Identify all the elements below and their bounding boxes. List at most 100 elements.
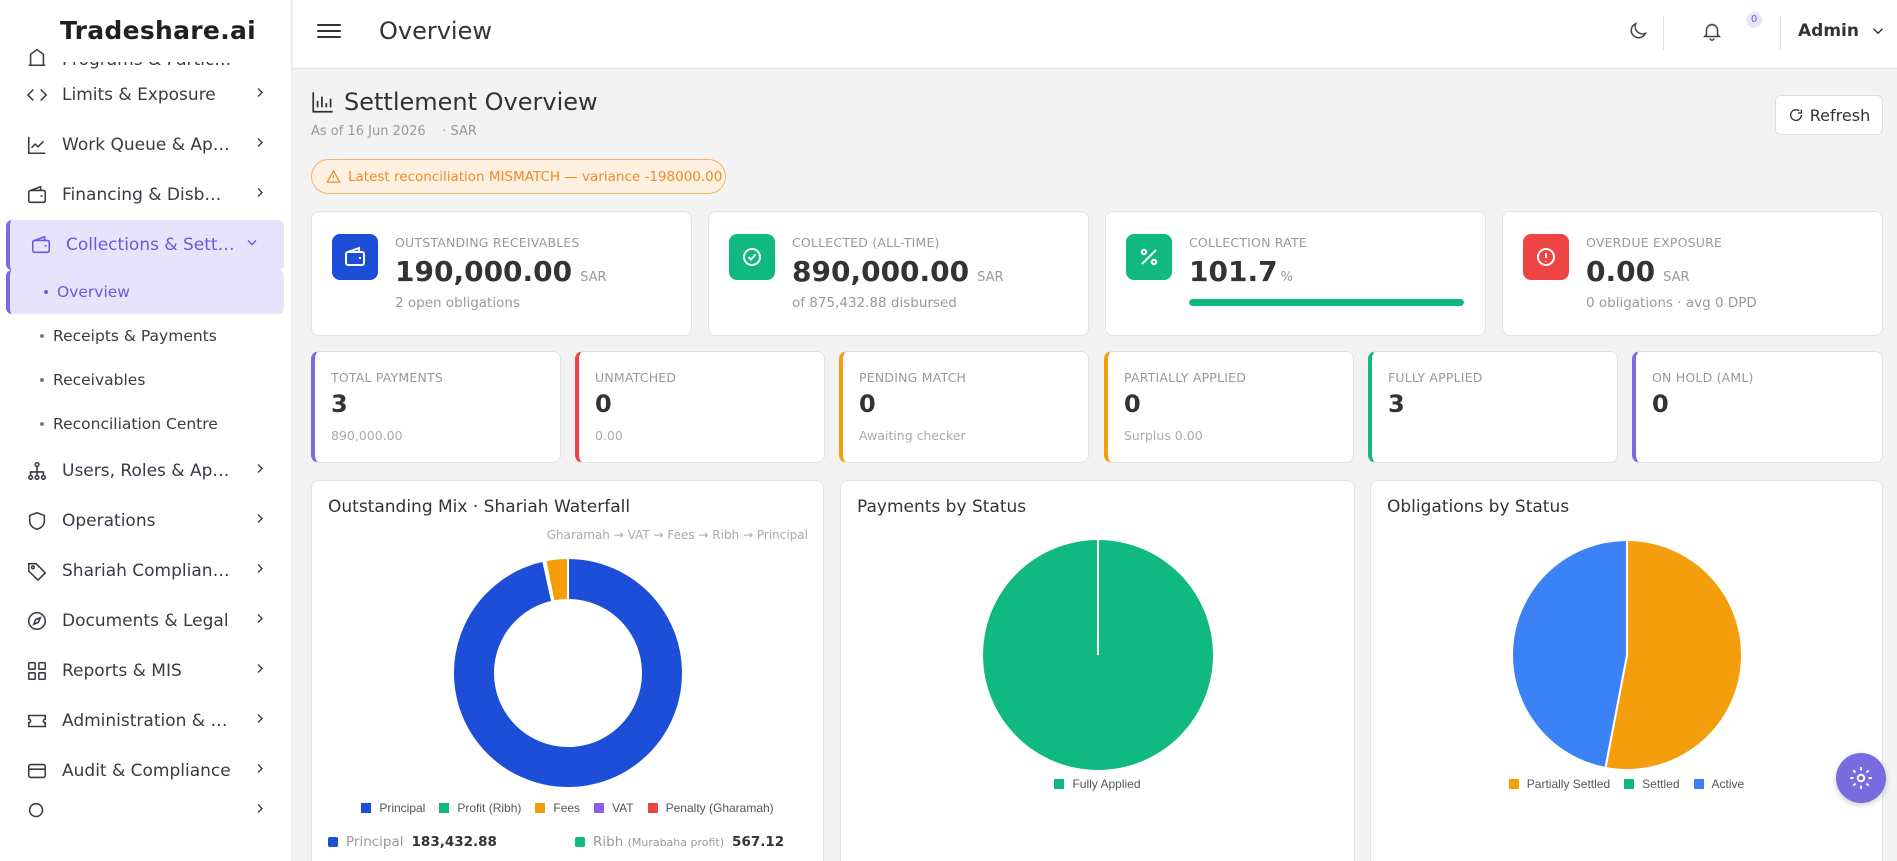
legend-label: Profit (Ribh) [457, 801, 522, 815]
sidebar-subitem-label: Reconciliation Centre [53, 415, 218, 433]
sidebar-item-shariah[interactable]: Shariah Compliance [0, 546, 291, 596]
legend-swatch [361, 803, 372, 813]
sidebar-subitem-receivables[interactable]: Receivables [0, 358, 291, 402]
stat-value: 0 [859, 390, 876, 418]
sidebar-item-financing[interactable]: Financing & Disbursements [0, 170, 291, 220]
legend-item-fees[interactable]: Fees [535, 801, 580, 815]
card-icon [24, 758, 50, 784]
brand-logo[interactable]: Tradeshare.ai [60, 14, 290, 62]
outstanding-mix-card: Outstanding Mix · Shariah Waterfall Ghar… [311, 480, 824, 861]
section-title: Settlement Overview [344, 88, 598, 116]
sidebar-item-label: Audit & Compliance [62, 761, 231, 781]
stat-sub: Awaiting checker [859, 428, 966, 443]
mix-row-principal: Principal 183,432.88 [328, 834, 497, 850]
legend-label: Penalty (Gharamah) [665, 801, 774, 815]
legend-item-profit-ribh[interactable]: Profit (Ribh) [439, 801, 521, 815]
chevron-right-icon [252, 661, 268, 682]
sidebar-subitem-receipts[interactable]: Receipts & Payments [0, 314, 291, 358]
sidebar-subitem-reconciliation[interactable]: Reconciliation Centre [0, 402, 291, 446]
legend-item-penalty-gharamah[interactable]: Penalty (Gharamah) [647, 801, 774, 815]
settings-gear-button[interactable] [1836, 753, 1886, 803]
chevron-right-icon [252, 85, 268, 106]
stat-label: FULLY APPLIED [1388, 370, 1483, 385]
bell-icon[interactable] [1701, 20, 1725, 44]
stat-value: 0 [1652, 390, 1669, 418]
chevron-right-icon [252, 801, 268, 822]
sidebar-subitem-overview[interactable]: Overview [6, 270, 284, 314]
payments-by-status-card: Payments by Status Fully Applied [840, 480, 1355, 861]
chevron-right-icon [252, 461, 268, 482]
stat-label: ON HOLD (AML) [1652, 370, 1754, 385]
legend-item-principal[interactable]: Principal [361, 801, 425, 815]
sidebar-item-reports[interactable]: Reports & MIS [0, 646, 291, 696]
stat-value: 3 [1388, 390, 1405, 418]
sidebar-item-label: Administration & Settings [62, 711, 232, 731]
stat-label: PENDING MATCH [859, 370, 967, 385]
kpi-outstanding-receivables: OUTSTANDING RECEIVABLES 190,000.00 SAR 2 … [311, 211, 692, 336]
legend-label: Fully Applied [1072, 777, 1141, 791]
stat-fully-applied: FULLY APPLIED 3 [1368, 351, 1618, 463]
stat-label: PARTIALLY APPLIED [1124, 370, 1247, 385]
legend-swatch [1054, 779, 1065, 789]
sidebar-submenu: Overview Receipts & Payments Receivables… [0, 270, 291, 446]
wallet-icon [24, 182, 50, 208]
stat-total-payments: TOTAL PAYMENTS 3 890,000.00 [311, 351, 561, 463]
kpi-label: COLLECTED (ALL-TIME) [792, 235, 940, 250]
legend-item-fully-applied[interactable]: Fully Applied [1054, 777, 1141, 791]
legend-item-vat[interactable]: VAT [594, 801, 634, 815]
obligations-pie [1511, 538, 1743, 771]
outstanding-mix-donut [452, 556, 684, 789]
sidebar-item-work-queue[interactable]: Work Queue & Approvals [0, 120, 291, 170]
sidebar-item-label: Shariah Compliance [62, 561, 232, 581]
pie-slice-fees[interactable] [544, 556, 569, 603]
progress-fill [1189, 299, 1464, 306]
wallet-icon [28, 232, 54, 258]
chevron-right-icon [252, 761, 268, 782]
kpi-label: OVERDUE EXPOSURE [1586, 235, 1723, 250]
check-circle-icon [729, 234, 775, 280]
menu-icon[interactable] [317, 20, 341, 44]
hierarchy-icon [24, 458, 50, 484]
stat-unmatched: UNMATCHED 0 0.00 [575, 351, 825, 463]
kpi-value: 890,000.00 SAR [792, 255, 1004, 288]
sidebar-item-collections[interactable]: Collections & Settlements [6, 220, 284, 270]
kpi-collection-rate: COLLECTION RATE 101.7% [1105, 211, 1486, 336]
legend-item-settled[interactable]: Settled [1624, 777, 1680, 791]
gear-icon [1850, 767, 1872, 789]
stat-partially-applied: PARTIALLY APPLIED 0 Surplus 0.00 [1104, 351, 1354, 463]
compass-icon [24, 608, 50, 634]
sidebar-item-operations[interactable]: Operations [0, 496, 291, 546]
mix-row-ribh: Ribh (Murabaha profit) 567.12 [575, 834, 784, 850]
sidebar-item-administration[interactable]: Administration & Settings [0, 696, 291, 746]
stat-sub: Surplus 0.00 [1124, 428, 1203, 443]
sidebar-item-limits[interactable]: Limits & Exposure [0, 70, 291, 120]
pie-slice-partially-settled[interactable] [1604, 538, 1743, 771]
pie-slice-active[interactable] [1511, 538, 1628, 770]
legend-item-partially-settled[interactable]: Partially Settled [1508, 777, 1610, 791]
bullet-icon [40, 378, 44, 382]
as-of-date: As of 16 Jun 2026 · SAR [311, 124, 477, 139]
user-menu[interactable]: Admin [1798, 21, 1887, 41]
legend-swatch [575, 837, 585, 847]
sidebar-item-audit[interactable]: Audit & Compliance [0, 746, 291, 796]
pie-slice-principal[interactable] [452, 556, 684, 789]
sidebar-item-documents[interactable]: Documents & Legal [0, 596, 291, 646]
sidebar-item-label: Collections & Settlements [66, 235, 236, 255]
payments-pie [983, 540, 1213, 770]
legend-swatch [647, 803, 658, 813]
sidebar-subitem-label: Receivables [53, 371, 146, 389]
stat-value: 0 [1124, 390, 1141, 418]
sidebar-subitem-label: Receipts & Payments [53, 327, 217, 345]
refresh-button[interactable]: Refresh [1775, 95, 1883, 135]
dark-mode-icon[interactable] [1627, 20, 1651, 44]
chart-legend: Partially Settled Settled Active [1371, 777, 1882, 791]
chart-legend: Fully Applied [841, 777, 1354, 791]
legend-label: Fees [553, 801, 581, 815]
kpi-overdue-exposure: OVERDUE EXPOSURE 0.00 SAR 0 obligations ·… [1502, 211, 1883, 336]
chevron-down-icon [1872, 28, 1884, 35]
legend-item-active[interactable]: Active [1693, 777, 1744, 791]
sidebar-item-more[interactable] [0, 796, 291, 826]
divider [1663, 16, 1664, 50]
stat-value: 0 [595, 390, 612, 418]
sidebar-item-users[interactable]: Users, Roles & Approvals [0, 446, 291, 496]
